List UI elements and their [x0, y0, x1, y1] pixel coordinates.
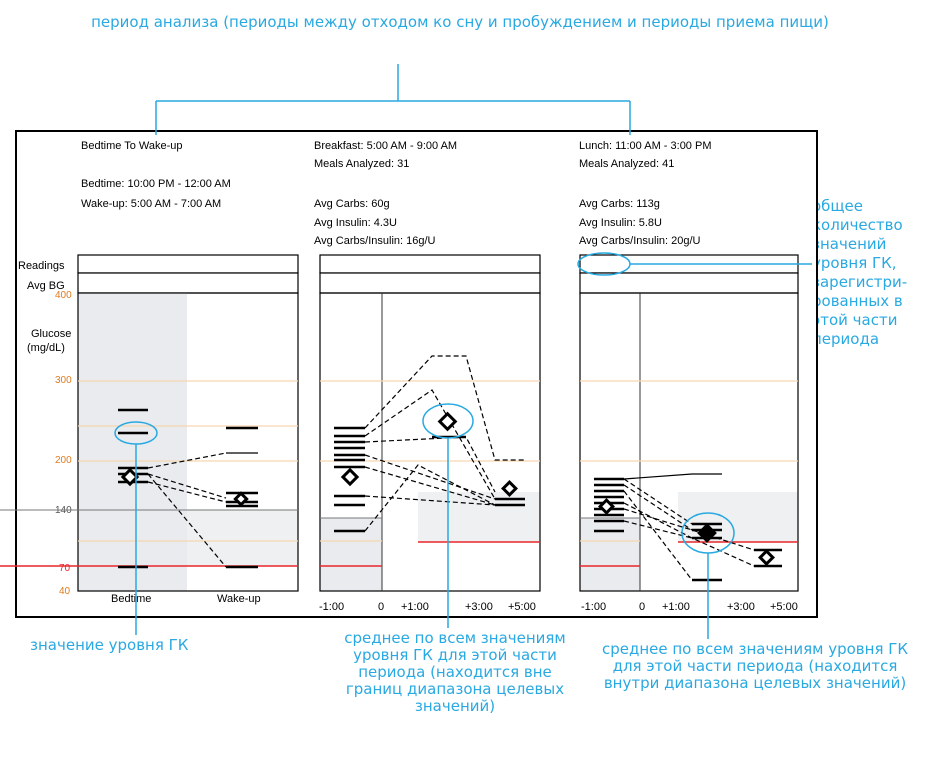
period-bracket — [155, 64, 631, 135]
y-tick-label: 200 — [55, 455, 72, 466]
x-axis-label: +1:00 — [401, 601, 429, 613]
callout-bg-value: значение уровня ГК — [30, 636, 189, 654]
x-axis-label: +5:00 — [770, 601, 798, 613]
panel-info-line: Avg Insulin: 5.8U — [579, 217, 662, 229]
callout-avg-out-of-range: среднее по всем значениям уровня ГК для … — [344, 629, 566, 715]
x-axis-label: 0 — [378, 601, 385, 613]
panel-title: Bedtime To Wake-up — [81, 140, 183, 152]
x-axis-label: 0 — [639, 601, 646, 613]
panel-breakfast-chart — [319, 254, 541, 592]
x-axis-label: +1:00 — [662, 601, 690, 613]
x-axis-label: Wake-up — [217, 593, 261, 605]
x-axis-label: -1:00 — [581, 601, 607, 613]
glucose-unit-label: (mg/dL) — [27, 342, 65, 354]
callout-avg-in-range: среднее по всем значениям уровня ГК для … — [601, 640, 909, 692]
y-tick-label: 40 — [59, 586, 71, 597]
panel-info-line: Avg Carbs: 113g — [579, 198, 660, 210]
meals-analyzed: Meals Analyzed: 31 — [314, 158, 410, 170]
readings-row-label: Readings — [18, 260, 65, 272]
y-tick-label: 400 — [55, 290, 72, 301]
panel-info-line: Avg Carbs/Insulin: 16g/U — [314, 235, 436, 247]
panel-info-line: Avg Insulin: 4.3U — [314, 217, 397, 229]
callout-analysis-period: период анализа (периоды между отходом ко… — [91, 13, 829, 31]
x-axis-label: +3:00 — [727, 601, 755, 613]
x-axis-label: Bedtime — [111, 593, 152, 605]
callout-markers — [114, 252, 812, 639]
meals-analyzed: Meals Analyzed: 41 — [579, 158, 675, 170]
y-tick-label: 300 — [55, 375, 72, 386]
panel-lunch-chart — [579, 254, 799, 592]
panel-info-line: Wake-up: 5:00 AM - 7:00 AM — [81, 198, 222, 210]
panel-title: Lunch: 11:00 AM - 3:00 PM — [579, 140, 712, 152]
callout-readings-count: общее количество значений уровня ГК, зар… — [812, 197, 908, 348]
glucose-axis-label: Glucose — [31, 328, 72, 340]
panel-title: Breakfast: 5:00 AM - 9:00 AM — [314, 140, 458, 152]
x-axis-label: +5:00 — [508, 601, 536, 613]
panel-info-line: Avg Carbs: 60g — [314, 198, 390, 210]
panel-info-line: Avg Carbs/Insulin: 20g/U — [579, 235, 701, 247]
x-axis-label: -1:00 — [319, 601, 345, 613]
x-axis-label: +3:00 — [465, 601, 493, 613]
panel-bedtime-chart — [0, 254, 299, 592]
panel-info-line: Bedtime: 10:00 PM - 12:00 AM — [81, 178, 231, 190]
y-tick-label: 70 — [59, 563, 71, 574]
avg-bg-row-label: Avg BG — [27, 280, 65, 292]
